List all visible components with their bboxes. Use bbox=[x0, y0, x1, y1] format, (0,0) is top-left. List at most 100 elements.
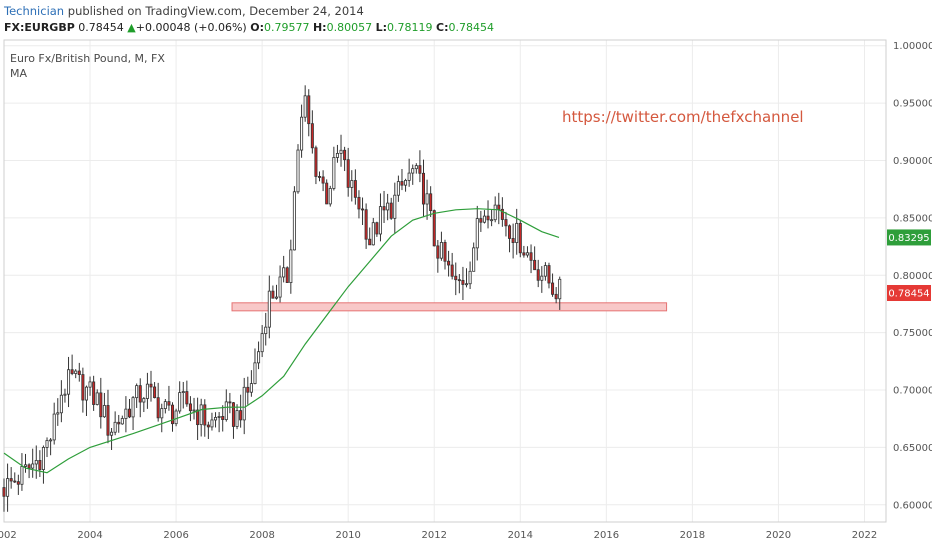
twitter-annotation[interactable]: https://twitter.com/thefxchannel bbox=[562, 108, 804, 126]
candle-body bbox=[468, 270, 472, 285]
candle-body bbox=[425, 193, 429, 205]
candle-body bbox=[106, 405, 110, 436]
x-tick-label: 2018 bbox=[680, 530, 705, 541]
candle-body bbox=[414, 165, 418, 170]
candle-body bbox=[432, 210, 436, 247]
candle-body bbox=[296, 149, 300, 193]
candle-body bbox=[257, 351, 261, 364]
up-arrow-icon: ▲ bbox=[127, 21, 136, 34]
y-tick-label: 1.00000 bbox=[893, 41, 932, 52]
x-axis: 2002 2004 2006 2008 2010 2012 2014 2016 2018 2020… bbox=[0, 530, 877, 541]
y-tick-label: 0.80000 bbox=[893, 271, 932, 282]
support-zone bbox=[231, 302, 668, 312]
candle-body bbox=[228, 401, 232, 404]
close-value: 0.78454 bbox=[448, 21, 494, 34]
candle-body bbox=[497, 204, 501, 210]
candle-body bbox=[67, 369, 71, 395]
candle-body bbox=[318, 176, 322, 178]
candle-body bbox=[188, 403, 192, 412]
candle-body bbox=[447, 260, 451, 266]
candle-body bbox=[411, 168, 415, 174]
candle-body bbox=[264, 326, 268, 335]
candle-body bbox=[500, 208, 504, 220]
ma-line bbox=[3, 208, 560, 474]
candle-body bbox=[332, 157, 336, 189]
published-text: published on TradingView.com, December 2… bbox=[64, 4, 364, 18]
candle-body bbox=[378, 206, 382, 235]
candle-body bbox=[2, 487, 6, 497]
candle-body bbox=[339, 149, 343, 154]
indicator-label[interactable]: MA bbox=[10, 67, 28, 80]
candle-body bbox=[321, 176, 325, 184]
candle-body bbox=[461, 279, 465, 285]
candle-body bbox=[156, 397, 160, 419]
candle-body bbox=[41, 447, 45, 470]
open-value: 0.79577 bbox=[263, 21, 310, 34]
candle-body bbox=[260, 333, 264, 353]
candle-body bbox=[178, 392, 182, 412]
candle-body bbox=[325, 182, 329, 205]
candle-body bbox=[443, 242, 447, 262]
symbol-name[interactable]: FX:EURGBP bbox=[4, 21, 75, 34]
candle-body bbox=[368, 238, 372, 246]
candle-body bbox=[282, 267, 286, 278]
candle-body bbox=[490, 219, 494, 222]
candle-body bbox=[389, 202, 393, 219]
candle-body bbox=[117, 421, 121, 425]
candle-body bbox=[192, 409, 196, 412]
candle-body bbox=[63, 393, 67, 396]
candle-body bbox=[74, 370, 78, 374]
candle-body bbox=[300, 116, 304, 151]
candle-body bbox=[124, 408, 128, 419]
plot-area bbox=[3, 39, 887, 523]
candle-body bbox=[558, 278, 562, 300]
candle-body bbox=[482, 215, 486, 223]
candle-body bbox=[203, 404, 207, 426]
candle-body bbox=[49, 439, 53, 442]
candle-body bbox=[515, 222, 519, 243]
candle-body bbox=[436, 245, 440, 259]
candle-body bbox=[343, 149, 347, 161]
price-tags: 0.83295 0.78454 bbox=[887, 229, 931, 302]
candle-body bbox=[27, 464, 31, 469]
candle-body bbox=[346, 159, 350, 188]
author-link[interactable]: Technician bbox=[4, 4, 65, 18]
candle-body bbox=[239, 410, 243, 421]
candle-body bbox=[253, 362, 257, 384]
candle-body bbox=[224, 401, 228, 420]
candle-body bbox=[457, 279, 461, 282]
x-tick-label: 2004 bbox=[77, 530, 102, 541]
candle-body bbox=[167, 401, 171, 406]
candlestick-series bbox=[2, 85, 562, 512]
y-tick-label: 0.90000 bbox=[893, 156, 932, 167]
y-tick-label: 0.95000 bbox=[893, 99, 932, 110]
y-axis: 0.60000 0.65000 0.70000 0.75000 0.80000 0.850… bbox=[893, 41, 932, 511]
candle-body bbox=[303, 95, 307, 118]
candle-body bbox=[486, 215, 490, 221]
candle-body bbox=[92, 381, 96, 405]
x-tick-label: 2022 bbox=[852, 530, 877, 541]
candle-body bbox=[508, 225, 512, 239]
candle-body bbox=[135, 385, 139, 399]
candle-body bbox=[475, 218, 479, 249]
x-tick-label: 2006 bbox=[163, 530, 188, 541]
low-value: 0.78119 bbox=[387, 21, 433, 34]
x-tick-label: 2016 bbox=[594, 530, 619, 541]
candle-body bbox=[199, 404, 203, 426]
candle-body bbox=[138, 385, 142, 403]
candle-body bbox=[386, 202, 390, 211]
candle-body bbox=[274, 296, 278, 299]
candle-body bbox=[249, 383, 253, 393]
candle-body bbox=[335, 153, 339, 158]
chart-grid bbox=[3, 40, 886, 522]
candle-body bbox=[52, 413, 56, 441]
candle-body bbox=[210, 419, 214, 428]
candle-body bbox=[120, 418, 124, 425]
candle-body bbox=[504, 219, 508, 227]
publish-info: Technician published on TradingView.com,… bbox=[4, 4, 364, 18]
y-tick-label: 0.70000 bbox=[893, 386, 932, 397]
ma-price-tag-text: 0.83295 bbox=[888, 233, 929, 244]
candle-body bbox=[328, 188, 332, 205]
candle-body bbox=[271, 290, 275, 299]
